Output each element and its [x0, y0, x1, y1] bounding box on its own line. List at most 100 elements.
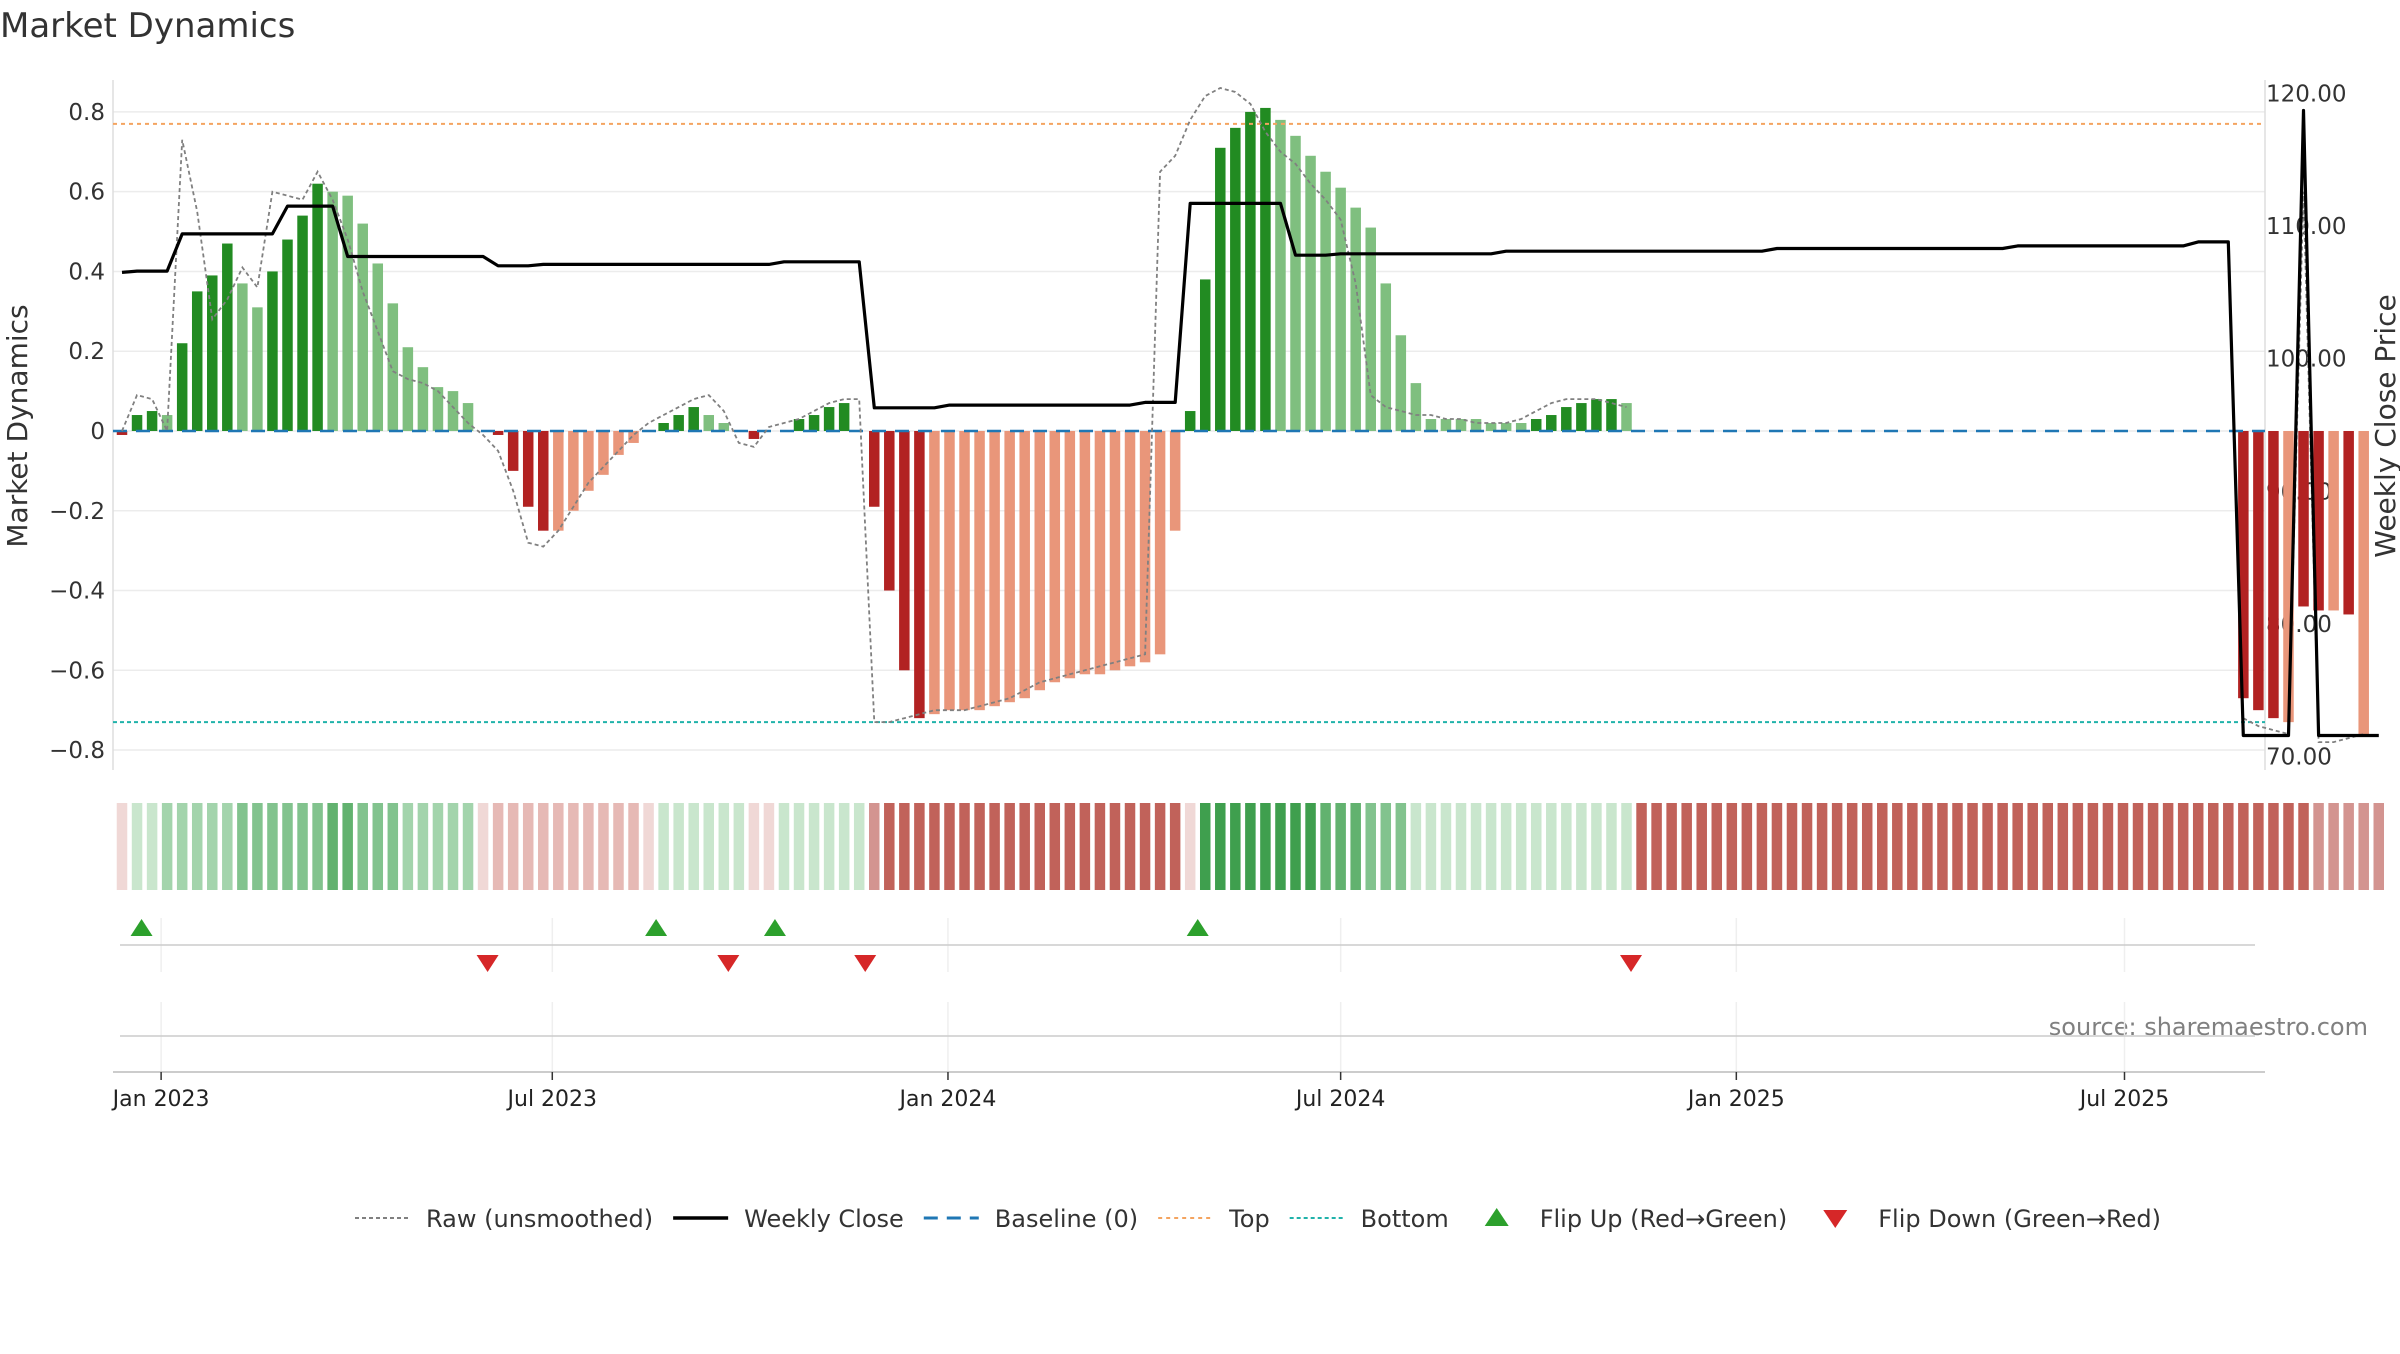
regime-cell-3	[161, 803, 173, 890]
bar-18	[387, 303, 399, 431]
regime-cell-65	[1094, 803, 1106, 890]
regime-cell-9	[252, 803, 263, 890]
regime-cell-57	[974, 803, 985, 890]
bar-83	[1365, 227, 1376, 431]
x-tick-label-2: Jan 2024	[898, 1087, 997, 1112]
legend-label-top: Top	[1228, 1205, 1270, 1233]
regime-cell-137	[2177, 803, 2189, 890]
bar-147	[2328, 430, 2339, 611]
regime-cell-115	[1846, 803, 1858, 890]
bar-33	[613, 430, 624, 455]
y-tick-left-5: 0.2	[68, 339, 105, 365]
bar-96	[1561, 407, 1572, 431]
regime-cell-91	[1485, 803, 1497, 890]
regime-cell-51	[884, 803, 895, 890]
bar-2	[146, 411, 158, 431]
regime-cell-15	[342, 803, 353, 890]
regime-cell-27	[522, 803, 534, 890]
flip-up-marker-3	[1186, 919, 1209, 936]
bar-65	[1094, 430, 1106, 675]
bar-76	[1260, 107, 1271, 431]
y-tick-left-1: −0.6	[49, 658, 105, 684]
regime-cell-61	[1034, 803, 1045, 890]
regime-cell-48	[838, 803, 850, 890]
regime-cell-67	[1124, 803, 1136, 890]
regime-cell-96	[1561, 803, 1572, 890]
bar-31	[583, 430, 594, 491]
regime-cell-25	[492, 803, 504, 890]
regime-cell-89	[1455, 803, 1467, 890]
regime-cell-113	[1816, 803, 1828, 890]
y-tick-left-8: 0.8	[68, 100, 105, 126]
bar-75	[1245, 111, 1256, 431]
flip-up-marker-2	[763, 919, 786, 936]
regime-cell-68	[1139, 803, 1151, 890]
regime-cell-109	[1756, 803, 1768, 890]
regime-cell-122	[1952, 803, 1963, 890]
regime-cell-144	[2283, 803, 2294, 890]
regime-cell-83	[1365, 803, 1376, 890]
regime-cell-36	[658, 803, 669, 890]
regime-cell-142	[2253, 803, 2264, 890]
x-tick-label-4: Jan 2025	[1686, 1087, 1785, 1112]
regime-cell-131	[2087, 803, 2099, 890]
bar-61	[1034, 430, 1045, 691]
bar-80	[1320, 171, 1331, 431]
regime-cell-11	[282, 803, 293, 890]
regime-cell-18	[387, 803, 399, 890]
bar-21	[432, 387, 444, 431]
bar-149	[2358, 430, 2369, 735]
regime-cell-16	[357, 803, 368, 890]
regime-cell-80	[1320, 803, 1331, 890]
regime-cell-75	[1245, 803, 1256, 890]
bar-68	[1139, 430, 1151, 663]
bar-73	[1215, 147, 1226, 431]
regime-cell-37	[673, 803, 684, 890]
bar-57	[974, 430, 985, 711]
bar-141	[2238, 430, 2249, 699]
bar-51	[884, 430, 895, 591]
regime-cell-73	[1215, 803, 1226, 890]
regime-cell-35	[643, 803, 654, 890]
bar-71	[1184, 411, 1196, 431]
regime-cell-5	[191, 803, 203, 890]
regime-cell-21	[432, 803, 444, 890]
regime-cell-97	[1576, 803, 1587, 890]
bar-72	[1199, 279, 1211, 431]
bar-16	[357, 223, 368, 431]
regime-cell-41	[733, 803, 745, 890]
bar-99	[1606, 399, 1617, 431]
bar-60	[1019, 430, 1030, 699]
bar-28	[538, 430, 549, 531]
x-tick-label-3: Jul 2024	[1294, 1087, 1386, 1112]
regime-cell-133	[2117, 803, 2129, 890]
regime-cell-19	[402, 803, 414, 890]
bar-58	[989, 430, 1000, 707]
y-tick-left-7: 0.6	[68, 180, 105, 206]
source-watermark: source: sharemaestro.com	[2049, 1013, 2368, 1041]
regime-cell-116	[1861, 803, 1873, 890]
bar-144	[2283, 430, 2294, 723]
regime-cell-33	[613, 803, 624, 890]
regime-cell-106	[1711, 803, 1723, 890]
regime-cell-95	[1546, 803, 1557, 890]
regime-cell-98	[1591, 803, 1602, 890]
y-tick-left-2: −0.4	[49, 579, 105, 605]
bar-22	[447, 391, 459, 431]
bar-46	[808, 415, 820, 431]
regime-cell-78	[1290, 803, 1301, 890]
bar-10	[267, 271, 278, 431]
regime-cell-107	[1726, 803, 1738, 890]
regime-cell-130	[2072, 803, 2084, 890]
regime-cell-100	[1621, 803, 1632, 890]
regime-cell-112	[1801, 803, 1813, 890]
bar-15	[342, 195, 353, 431]
regime-cell-32	[598, 803, 609, 890]
legend-label-baseline: Baseline (0)	[995, 1205, 1138, 1233]
bar-64	[1079, 430, 1091, 675]
bar-0	[116, 430, 128, 435]
bar-11	[282, 239, 293, 431]
bar-36	[658, 423, 669, 431]
regime-cell-55	[944, 803, 955, 890]
bar-98	[1591, 399, 1602, 431]
